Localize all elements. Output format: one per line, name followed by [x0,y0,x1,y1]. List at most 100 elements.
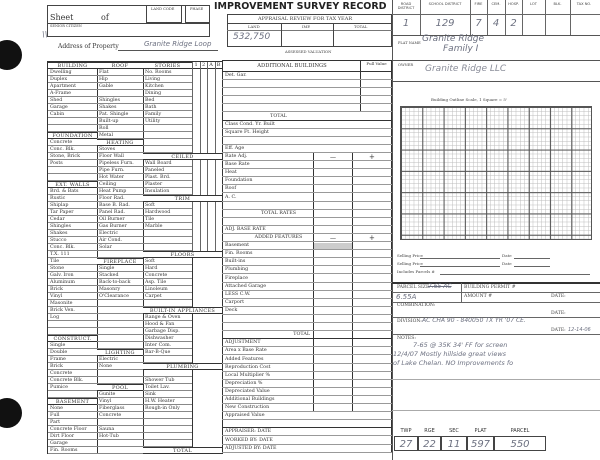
roof-option[interactable]: Metal [97,132,143,139]
stories-option[interactable]: Marble [143,223,192,230]
worksheet-row[interactable]: Plumbing [222,266,392,275]
roof-option[interactable]: Flat [97,69,143,76]
roof-option[interactable]: Single [97,265,143,272]
worksheet-row[interactable]: Det. Gar. [222,72,392,81]
roof-option[interactable]: Hot-Tub [97,433,143,440]
roof-option[interactable] [97,321,143,328]
building-option[interactable]: Fin. Rooms [48,447,97,454]
stories-option[interactable]: H.W. Heater [143,398,192,405]
worksheet-row[interactable]: APPRAISER: DATE [222,428,392,437]
notes-line-1[interactable]: 7-65 @ 35K 34' FF for screen [413,341,508,349]
worksheet-row[interactable]: Basement [222,242,392,251]
worksheet-row[interactable]: Base Rate [222,161,392,170]
worksheet-row[interactable]: Depreciation % [222,380,392,388]
roof-option[interactable]: Masonry [97,286,143,293]
building-option[interactable] [48,321,97,328]
stories-option[interactable]: Carpet [143,293,192,300]
stories-option[interactable] [143,426,192,433]
roof-option[interactable]: Floor Rad. [97,195,143,202]
worksheet-row[interactable]: Foundation [222,177,392,186]
parcel-size-value[interactable]: 6.55A [396,293,417,301]
stories-option[interactable]: Utility [143,118,192,125]
building-option[interactable]: Aluminum [48,279,97,286]
worksheet-row[interactable]: TOTAL [222,113,392,121]
building-option[interactable]: T.X. 111 [48,251,97,258]
stories-option[interactable] [143,356,192,363]
worksheet-row[interactable]: Fin. Rooms [222,250,392,259]
building-option[interactable]: Posts [48,160,97,167]
stories-option[interactable]: Dining [143,90,192,97]
roof-option[interactable]: Hip [97,76,143,83]
building-option[interactable]: Brick Ven. [48,307,97,314]
district-value[interactable]: 4 [492,18,500,29]
stories-option[interactable]: Family [143,111,192,118]
worksheet-row[interactable]: WORKED BY: DATE [222,437,392,445]
stories-option[interactable]: Bath [143,104,192,111]
worksheet-row[interactable]: TOTAL [222,331,392,340]
roof-option[interactable] [97,447,143,454]
district-value[interactable]: 1 [402,18,410,29]
worksheet-row[interactable] [222,420,392,429]
stories-option[interactable] [143,230,192,237]
stories-option[interactable] [143,300,192,307]
stories-option[interactable] [143,146,192,153]
building-option[interactable]: Single [48,342,97,349]
worksheet-row[interactable]: Local Multiplier % [222,372,392,380]
worksheet-row[interactable] [222,88,392,97]
stories-option[interactable]: Plaster [143,181,192,188]
worksheet-row[interactable] [222,104,392,113]
roof-option[interactable] [97,342,143,349]
roof-option[interactable]: Base B. Rad. [97,202,143,209]
stories-option[interactable]: Rough-in Only [143,405,192,412]
roof-option[interactable]: Pat. Shingle [97,111,143,118]
building-option[interactable]: Stone [48,265,97,272]
stories-option[interactable]: Linoleum [143,286,192,293]
worksheet-row[interactable]: Deck [222,307,392,315]
roof-option[interactable]: None [97,363,143,370]
building-option[interactable]: Dwelling [48,69,97,76]
stories-option[interactable]: Hard [143,265,192,272]
building-option[interactable] [48,174,97,181]
building-option[interactable]: Conc. Blk. [48,146,97,153]
building-option[interactable]: Shakes [48,230,97,237]
worksheet-row[interactable]: ADJUSTED BY: DATE [222,445,392,453]
worksheet-row[interactable]: Area x Base Rate [222,347,392,356]
worksheet-row[interactable] [222,315,392,324]
worksheet-row[interactable]: Heat [222,169,392,178]
roof-option[interactable]: Electric [97,356,143,363]
roof-option[interactable]: Hot Water [97,174,143,181]
building-option[interactable]: Pumice [48,384,97,391]
stories-option[interactable]: Garbage Disp. [143,328,192,335]
building-option[interactable]: Cabin [48,111,97,118]
worksheet-row[interactable]: Depreciated Value [222,388,392,396]
worksheet-row[interactable] [222,218,392,226]
building-option[interactable]: Brick [48,286,97,293]
roof-option[interactable] [97,335,143,342]
building-option[interactable]: Part [48,419,97,426]
roof-option[interactable] [97,377,143,384]
worksheet-row[interactable]: Reproduction Cost [222,364,392,372]
stories-option[interactable]: No. Rooms [143,69,192,76]
building-option[interactable]: Apartment [48,83,97,90]
roof-option[interactable]: Back-to-back [97,279,143,286]
building-option[interactable]: Shingles [48,223,97,230]
worksheet-row[interactable]: A. C. [222,194,392,202]
building-option[interactable]: Galv. Iron [48,272,97,279]
stories-option[interactable]: Toilet Lav. [143,384,192,391]
building-option[interactable]: Brd. & Bats [48,188,97,195]
worksheet-row[interactable] [222,137,392,145]
stories-option[interactable]: Bar-B-Que [143,349,192,356]
worksheet-row[interactable]: Roof [222,185,392,194]
roof-option[interactable]: O'Clearance [97,293,143,300]
stories-option[interactable]: Asp. Tile [143,279,192,286]
stories-option[interactable]: Soft [143,258,192,265]
stories-option[interactable] [143,370,192,377]
building-option[interactable]: Concrete Blk. [48,377,97,384]
stories-option[interactable]: Hardwood [143,209,192,216]
roof-option[interactable]: Fiberglass [97,405,143,412]
building-option[interactable]: Duplex [48,76,97,83]
building-option[interactable]: Concrete [48,139,97,146]
twp-value[interactable]: 11 [441,436,467,451]
roof-option[interactable]: Heat Pump [97,188,143,195]
roof-option[interactable]: Solar [97,244,143,251]
